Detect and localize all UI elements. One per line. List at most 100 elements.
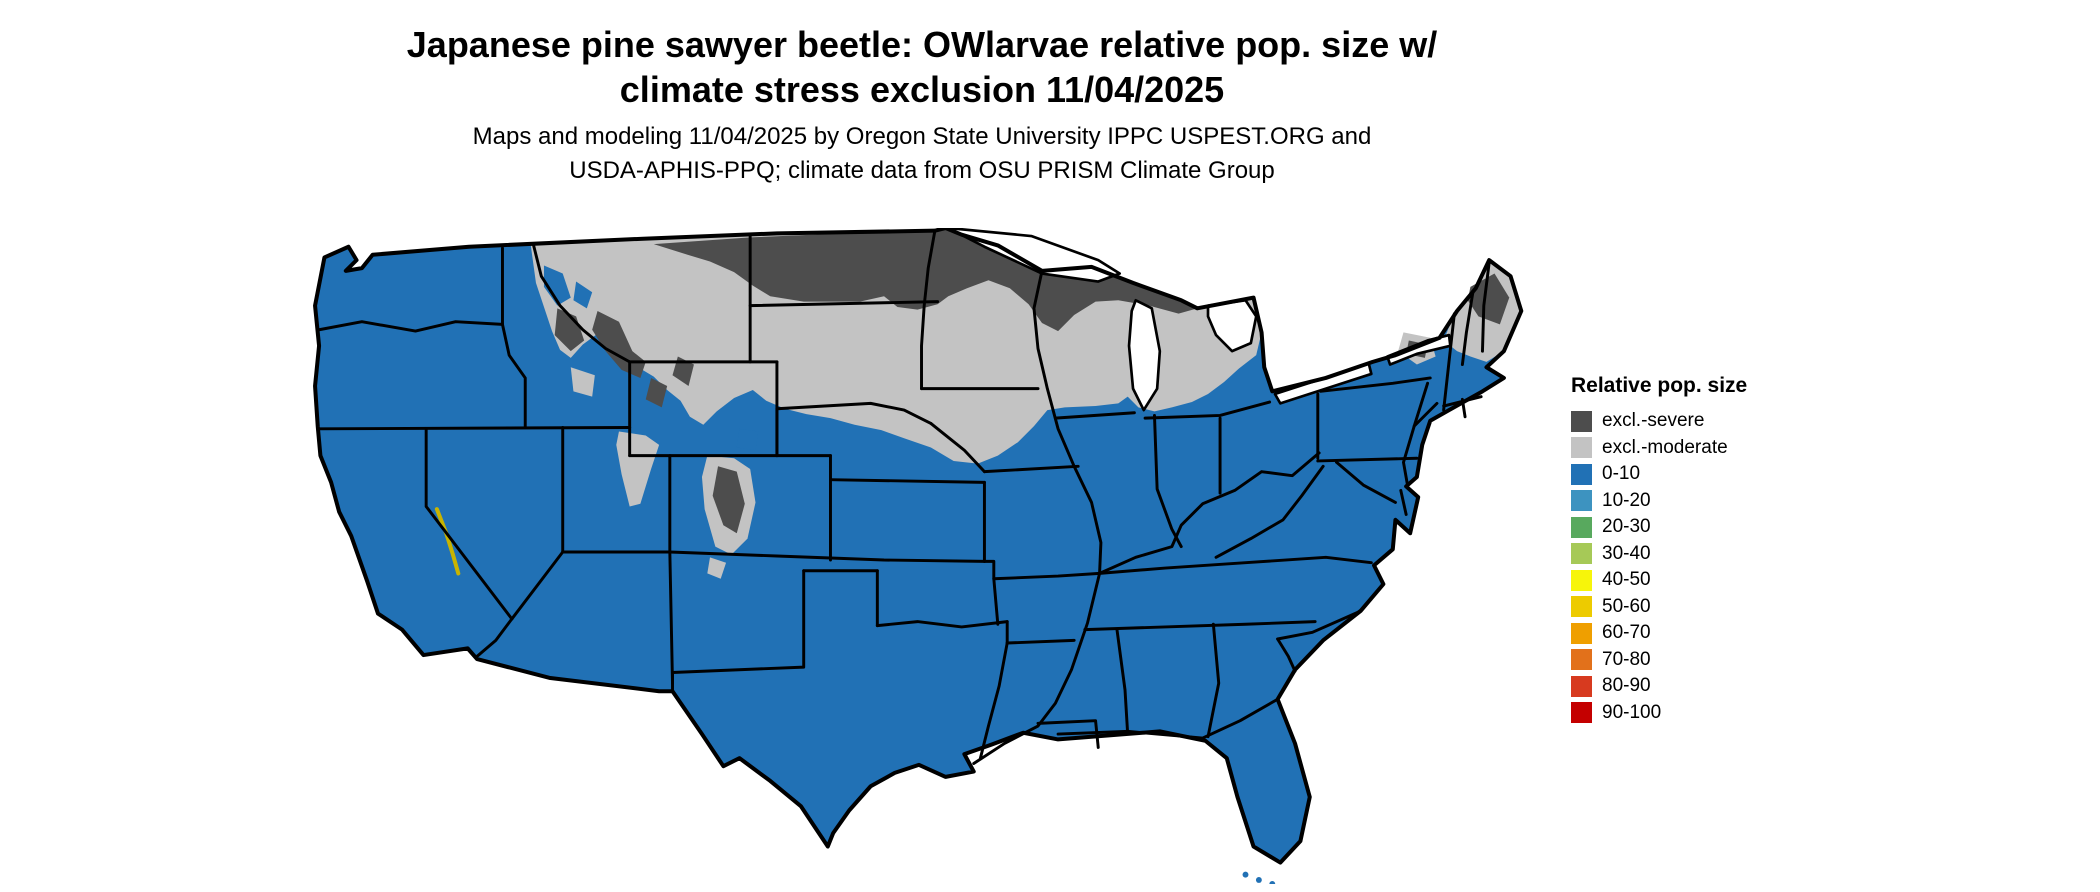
state-borders xyxy=(316,229,1491,765)
legend-item-label: 20-30 xyxy=(1602,516,1651,537)
state-border-line xyxy=(561,550,986,563)
legend: Relative pop. size excl.-severe excl.-mod… xyxy=(1571,374,1747,728)
state-border-line xyxy=(531,242,632,364)
excl-severe-region-wind-river xyxy=(645,377,668,408)
state-border-line xyxy=(424,427,514,621)
legend-item-label: excl.-moderate xyxy=(1602,436,1728,458)
legend-swatch xyxy=(1571,569,1592,591)
state-border-line xyxy=(978,641,1009,760)
state-border-line xyxy=(929,421,986,474)
legend-item: 0-10 xyxy=(1571,463,1747,485)
legend-item-label: 90-100 xyxy=(1602,701,1662,723)
legend-item: 50-60 xyxy=(1571,596,1747,618)
legend-swatch xyxy=(1571,410,1592,432)
legend-swatch xyxy=(1571,702,1592,723)
us-outline xyxy=(315,228,1522,863)
excl-severe-region-colorado xyxy=(712,466,745,534)
excl-severe-region-idaho xyxy=(554,308,585,352)
state-border-line xyxy=(1056,697,1280,740)
state-border-line xyxy=(1036,719,1100,749)
excl-moderate-region-new-mexico-patch xyxy=(707,557,727,579)
legend-swatch xyxy=(1571,437,1592,458)
montana-valley-patch-1 xyxy=(543,265,571,306)
state-border-line xyxy=(1005,638,1076,645)
state-border-line xyxy=(992,571,1102,581)
state-border-line xyxy=(1053,411,1136,420)
title-line-2: climate stress exclusion 11/04/2025 xyxy=(619,69,1225,110)
state-border-line xyxy=(316,426,632,431)
legend-swatch xyxy=(1571,649,1592,670)
florida-key-dot xyxy=(1269,881,1276,884)
legend-item-label: 0-10 xyxy=(1602,463,1641,484)
state-border-line xyxy=(475,617,514,658)
legend-swatch xyxy=(1571,490,1592,511)
state-border-line xyxy=(1402,381,1430,487)
state-border-line xyxy=(1276,637,1297,673)
lake-michigan xyxy=(1127,298,1162,412)
state-border-line xyxy=(875,620,1009,629)
excl-severe-region-bighorn xyxy=(672,356,694,386)
legend-item: 10-20 xyxy=(1571,490,1747,512)
legend-item-label: 10-20 xyxy=(1602,489,1651,511)
legend-item: 80-90 xyxy=(1571,675,1747,697)
excl-moderate-region-utah-mountains xyxy=(616,431,660,507)
state-border-line xyxy=(972,269,1103,765)
legend-item: 90-100 xyxy=(1571,702,1747,724)
legend-swatch xyxy=(1571,516,1592,538)
state-border-line xyxy=(1115,628,1130,736)
subtitle-line-2: USDA-APHIS-PPQ; climate data from OSU PR… xyxy=(569,156,1275,184)
state-border-line xyxy=(1276,610,1360,641)
state-border-line xyxy=(1442,312,1456,412)
state-border-line xyxy=(775,401,933,425)
state-border-line xyxy=(671,569,806,693)
us-map xyxy=(313,228,1524,884)
state-border-line xyxy=(501,322,527,429)
us-map-container xyxy=(308,228,1527,884)
legend-item-label: 80-90 xyxy=(1602,675,1651,696)
legend-item: 60-70 xyxy=(1571,622,1747,644)
state-border-line xyxy=(1098,451,1321,575)
state-border-line xyxy=(1083,620,1317,632)
legend-swatch xyxy=(1571,675,1592,697)
state-border-line xyxy=(1460,289,1475,367)
state-border-line xyxy=(1316,456,1419,463)
title-line-1: Japanese pine sawyer beetle: OWlarvae re… xyxy=(406,24,1438,65)
legend-item: 70-80 xyxy=(1571,649,1747,671)
state-border-line xyxy=(829,478,986,484)
florida-key-dot xyxy=(1255,877,1262,883)
state-border-line xyxy=(982,464,1080,474)
state-border-line xyxy=(1399,488,1408,516)
excl-moderate-region-idaho-patch xyxy=(570,367,595,397)
state-border-line xyxy=(1460,397,1467,419)
state-border-line xyxy=(1143,400,1272,420)
state-border-line xyxy=(1214,464,1325,559)
state-border-line xyxy=(748,300,940,308)
florida-key-dot xyxy=(1242,871,1249,878)
state-border-line xyxy=(982,559,1000,626)
legend-swatch xyxy=(1571,543,1592,564)
state-border-line xyxy=(1206,622,1221,739)
legend-item-label: 60-70 xyxy=(1602,622,1651,643)
subtitle-line-1: Maps and modeling 11/04/2025 by Oregon S… xyxy=(472,123,1372,150)
state-border-line xyxy=(510,550,565,621)
page-title: Japanese pine sawyer beetle: OWlarvae re… xyxy=(407,22,1437,112)
legend-item: excl.-moderate xyxy=(1571,437,1747,459)
page-subtitle: Maps and modeling 11/04/2025 by Oregon S… xyxy=(473,120,1372,187)
wyoming-basin-patch xyxy=(736,428,759,451)
sierra-highlight-streak xyxy=(434,507,461,576)
legend-item-label: 30-40 xyxy=(1602,542,1651,564)
legend-item-label: excl.-severe xyxy=(1602,410,1705,431)
montana-valley-patch-2 xyxy=(573,281,593,309)
legend-item: excl.-severe xyxy=(1571,410,1747,432)
legend-swatch xyxy=(1571,463,1592,485)
state-border-line xyxy=(1335,460,1397,504)
state-border-line xyxy=(1318,376,1432,393)
state-border-line xyxy=(1412,401,1439,428)
legend-title: Relative pop. size xyxy=(1571,374,1748,397)
state-border-line xyxy=(1480,261,1491,353)
legend-item-label: 70-80 xyxy=(1602,648,1651,670)
state-border-line xyxy=(1098,555,1373,575)
state-border-line xyxy=(317,320,504,333)
legend-item: 20-30 xyxy=(1571,516,1747,538)
